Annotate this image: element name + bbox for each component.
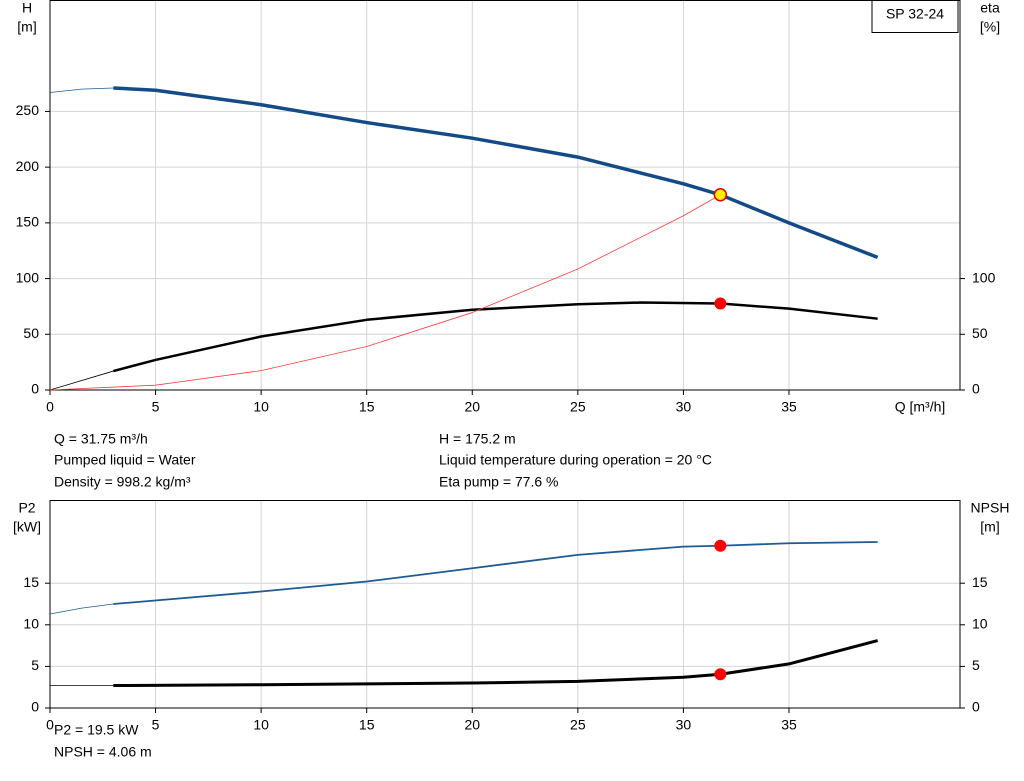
x-tick-label: 20 <box>464 399 480 415</box>
x-tick-label: 35 <box>781 717 797 733</box>
info-text: Eta pump = 77.6 % <box>439 474 558 490</box>
plot-frame <box>49 0 961 391</box>
info-text: NPSH = 4.06 m <box>54 744 152 760</box>
curve <box>49 370 114 391</box>
curve <box>49 194 721 391</box>
y-tick-label: 50 <box>23 325 39 341</box>
x-tick-label: 30 <box>676 717 692 733</box>
info-text: Density = 998.2 kg/m³ <box>54 474 191 490</box>
x-tick-label: 25 <box>570 399 586 415</box>
y2-tick-label: 0 <box>972 699 980 715</box>
x-tick-label: 5 <box>152 399 160 415</box>
y2-tick-label: 50 <box>972 325 988 341</box>
y-tick-label: 0 <box>31 699 39 715</box>
y2-axis-label: NPSH <box>971 500 1010 516</box>
y-tick-label: 10 <box>23 616 39 632</box>
x-tick-label: 0 <box>46 717 54 733</box>
x-tick-label: 15 <box>359 399 375 415</box>
plot-frame <box>49 500 961 709</box>
y-axis-label: H <box>22 0 32 16</box>
y-tick-label: 5 <box>31 657 39 673</box>
y2-tick-label: 10 <box>972 616 988 632</box>
operating-point <box>714 539 727 552</box>
curve <box>113 541 878 605</box>
y-tick-label: 0 <box>31 381 39 397</box>
y-tick-label: 150 <box>16 214 40 230</box>
chart-title: SP 32-24 <box>886 6 944 22</box>
y-axis-unit: [kW] <box>13 519 41 535</box>
y2-axis-unit: [%] <box>980 19 1000 35</box>
y-tick-label: 100 <box>16 269 40 285</box>
y2-tick-label: 15 <box>972 574 988 590</box>
info-text: Q = 31.75 m³/h <box>54 431 148 447</box>
curve <box>113 301 878 373</box>
info-text: Pumped liquid = Water <box>54 452 196 468</box>
y2-tick-label: 0 <box>972 381 980 397</box>
y-tick-label: 250 <box>16 102 40 118</box>
x-tick-label: 0 <box>46 399 54 415</box>
operating-point <box>714 668 727 681</box>
y2-axis-unit: [m] <box>980 519 999 535</box>
info-text: Liquid temperature during operation = 20… <box>439 452 712 468</box>
x-axis-label: Q [m³/h] <box>895 399 946 415</box>
operating-point <box>714 297 727 310</box>
x-tick-label: 25 <box>570 717 586 733</box>
y2-tick-label: 5 <box>972 657 980 673</box>
y-axis-unit: [m] <box>17 19 36 35</box>
x-tick-label: 20 <box>464 717 480 733</box>
x-tick-label: 10 <box>253 399 269 415</box>
x-tick-label: 15 <box>359 717 375 733</box>
y2-tick-label: 100 <box>972 269 996 285</box>
y-tick-label: 200 <box>16 158 40 174</box>
y-axis-label: P2 <box>18 500 35 516</box>
y2-axis-label: eta <box>980 0 1000 16</box>
y-tick-label: 15 <box>23 574 39 590</box>
title-box <box>871 0 959 33</box>
x-tick-label: 30 <box>676 399 692 415</box>
x-tick-label: 10 <box>253 717 269 733</box>
curve <box>113 86 879 260</box>
operating-point <box>713 188 728 202</box>
curve <box>49 603 114 615</box>
curve <box>113 639 879 688</box>
x-tick-label: 5 <box>152 717 160 733</box>
info-text: H = 175.2 m <box>439 431 516 447</box>
curve <box>49 87 114 93</box>
info-text: P2 = 19.5 kW <box>54 722 139 738</box>
x-tick-label: 35 <box>781 399 797 415</box>
